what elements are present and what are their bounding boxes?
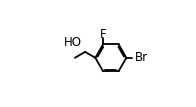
Text: F: F	[100, 28, 106, 41]
Text: Br: Br	[135, 51, 148, 64]
Text: HO: HO	[64, 36, 82, 49]
